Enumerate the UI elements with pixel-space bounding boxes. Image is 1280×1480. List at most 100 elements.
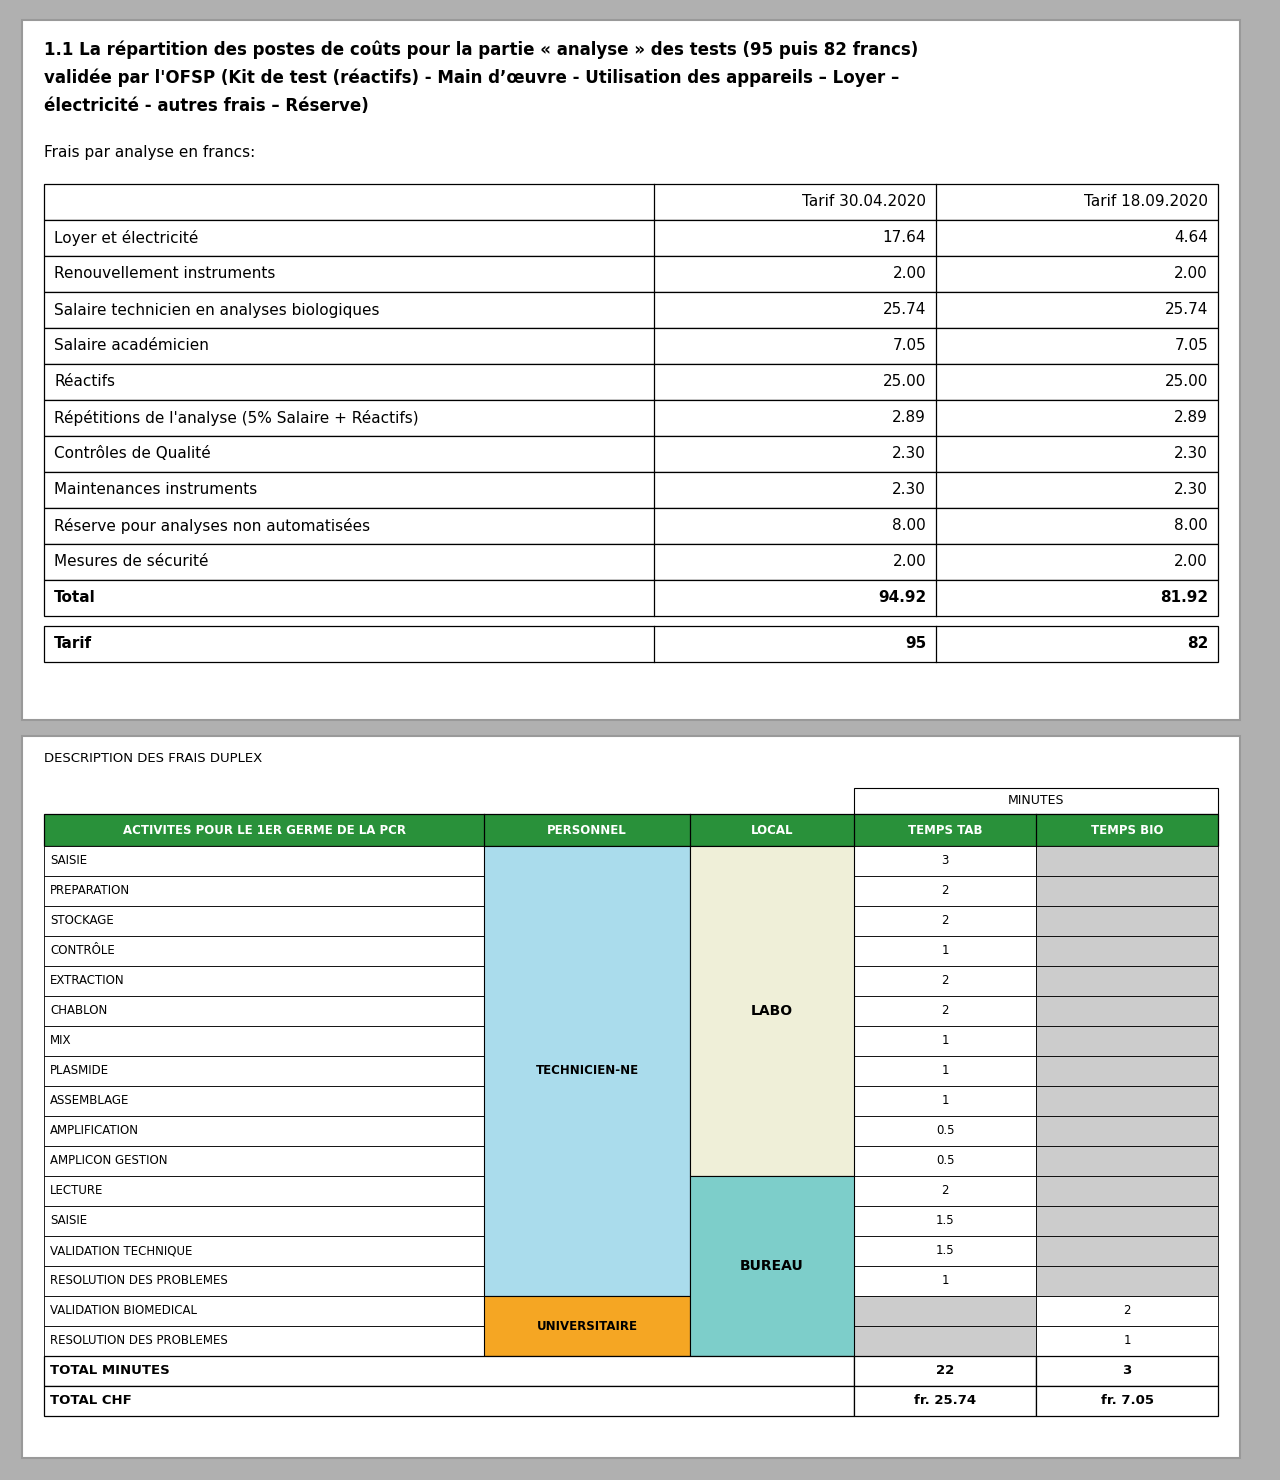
Text: 2.89: 2.89 bbox=[892, 410, 927, 426]
Text: Tarif: Tarif bbox=[54, 636, 92, 651]
Bar bbox=[1036, 1026, 1219, 1057]
Text: Répétitions de l'analyse (5% Salaire + Réactifs): Répétitions de l'analyse (5% Salaire + R… bbox=[54, 410, 419, 426]
Bar bbox=[854, 1146, 1036, 1177]
Text: TOTAL CHF: TOTAL CHF bbox=[50, 1394, 132, 1407]
Text: 2: 2 bbox=[941, 1184, 948, 1197]
Text: PERSONNEL: PERSONNEL bbox=[547, 823, 627, 836]
Bar bbox=[1036, 935, 1219, 966]
Text: 2.00: 2.00 bbox=[892, 555, 927, 570]
Bar bbox=[44, 1265, 484, 1296]
Bar bbox=[1036, 1296, 1219, 1326]
Text: MINUTES: MINUTES bbox=[1007, 795, 1064, 808]
Bar bbox=[44, 1385, 854, 1416]
Text: 94.92: 94.92 bbox=[878, 591, 927, 605]
Text: AMPLIFICATION: AMPLIFICATION bbox=[50, 1125, 140, 1138]
Bar bbox=[44, 364, 1219, 400]
Text: TEMPS BIO: TEMPS BIO bbox=[1091, 823, 1164, 836]
Bar bbox=[854, 1265, 1036, 1296]
Text: 25.74: 25.74 bbox=[883, 302, 927, 318]
Text: VALIDATION BIOMEDICAL: VALIDATION BIOMEDICAL bbox=[50, 1304, 197, 1317]
Text: 1: 1 bbox=[941, 944, 948, 958]
Bar bbox=[854, 966, 1036, 996]
Bar bbox=[44, 184, 1219, 221]
Bar bbox=[44, 400, 1219, 437]
Text: 8.00: 8.00 bbox=[892, 518, 927, 533]
Bar bbox=[1036, 847, 1219, 876]
Bar bbox=[44, 1057, 484, 1086]
Bar bbox=[854, 847, 1036, 876]
Bar bbox=[44, 1206, 484, 1236]
Text: 1.5: 1.5 bbox=[936, 1215, 955, 1227]
Bar bbox=[44, 545, 1219, 580]
Text: 3: 3 bbox=[1123, 1365, 1132, 1378]
Bar bbox=[854, 996, 1036, 1026]
Bar bbox=[854, 1057, 1036, 1086]
Bar bbox=[1036, 1086, 1219, 1116]
Text: PREPARATION: PREPARATION bbox=[50, 885, 131, 897]
Text: 25.00: 25.00 bbox=[1165, 374, 1208, 389]
Text: CONTRÔLE: CONTRÔLE bbox=[50, 944, 115, 958]
Text: 2.00: 2.00 bbox=[1174, 555, 1208, 570]
Bar bbox=[44, 1116, 484, 1146]
Bar bbox=[1036, 996, 1219, 1026]
Text: Tarif 18.09.2020: Tarif 18.09.2020 bbox=[1084, 194, 1208, 210]
Bar bbox=[1036, 1057, 1219, 1086]
Text: 1.1 La répartition des postes de coûts pour la partie « analyse » des tests (95 : 1.1 La répartition des postes de coûts p… bbox=[44, 41, 918, 59]
Bar bbox=[1036, 1385, 1219, 1416]
Text: Frais par analyse en francs:: Frais par analyse en francs: bbox=[44, 145, 255, 160]
Text: 0.5: 0.5 bbox=[936, 1154, 955, 1168]
Bar bbox=[44, 508, 1219, 545]
Text: 81.92: 81.92 bbox=[1160, 591, 1208, 605]
Text: Salaire académicien: Salaire académicien bbox=[54, 339, 209, 354]
Bar bbox=[44, 472, 1219, 508]
Bar bbox=[44, 1086, 484, 1116]
Bar bbox=[484, 847, 690, 1296]
Bar bbox=[854, 1026, 1036, 1057]
Text: 2.30: 2.30 bbox=[1174, 482, 1208, 497]
Bar bbox=[44, 847, 484, 876]
Text: 2.30: 2.30 bbox=[892, 447, 927, 462]
Text: 22: 22 bbox=[936, 1365, 954, 1378]
Text: ACTIVITES POUR LE 1ER GERME DE LA PCR: ACTIVITES POUR LE 1ER GERME DE LA PCR bbox=[123, 823, 406, 836]
Bar bbox=[854, 1086, 1036, 1116]
Bar bbox=[44, 1296, 484, 1326]
Bar bbox=[44, 935, 484, 966]
Bar bbox=[44, 1326, 484, 1356]
Bar bbox=[690, 847, 854, 1177]
Bar bbox=[44, 329, 1219, 364]
Bar bbox=[1036, 1265, 1219, 1296]
Text: Tarif 30.04.2020: Tarif 30.04.2020 bbox=[803, 194, 927, 210]
Text: 1: 1 bbox=[941, 1095, 948, 1107]
Text: 1: 1 bbox=[941, 1064, 948, 1077]
Text: AMPLICON GESTION: AMPLICON GESTION bbox=[50, 1154, 168, 1168]
Text: Renouvellement instruments: Renouvellement instruments bbox=[54, 266, 275, 281]
Bar bbox=[854, 906, 1036, 935]
Text: TECHNICIEN-NE: TECHNICIEN-NE bbox=[535, 1064, 639, 1077]
Text: électricité - autres frais – Réserve): électricité - autres frais – Réserve) bbox=[44, 98, 369, 115]
Text: 1.5: 1.5 bbox=[936, 1245, 955, 1258]
Bar bbox=[44, 996, 484, 1026]
Text: 2: 2 bbox=[941, 974, 948, 987]
Text: Maintenances instruments: Maintenances instruments bbox=[54, 482, 257, 497]
Text: 7.05: 7.05 bbox=[892, 339, 927, 354]
Bar bbox=[22, 21, 1240, 719]
Text: Loyer et électricité: Loyer et électricité bbox=[54, 229, 198, 246]
Bar bbox=[22, 736, 1240, 1458]
Text: DESCRIPTION DES FRAIS DUPLEX: DESCRIPTION DES FRAIS DUPLEX bbox=[44, 752, 262, 765]
Text: EXTRACTION: EXTRACTION bbox=[50, 974, 124, 987]
Bar bbox=[44, 966, 484, 996]
Text: 2.00: 2.00 bbox=[1174, 266, 1208, 281]
Bar bbox=[854, 1236, 1036, 1265]
Text: 3: 3 bbox=[941, 854, 948, 867]
Text: TEMPS TAB: TEMPS TAB bbox=[908, 823, 982, 836]
Text: STOCKAGE: STOCKAGE bbox=[50, 915, 114, 928]
Text: LABO: LABO bbox=[751, 1003, 792, 1018]
Bar bbox=[1036, 1326, 1219, 1356]
Bar bbox=[44, 292, 1219, 329]
Text: 2: 2 bbox=[941, 915, 948, 928]
Text: 17.64: 17.64 bbox=[883, 231, 927, 246]
Bar bbox=[44, 580, 1219, 616]
Text: 95: 95 bbox=[905, 636, 927, 651]
Text: CHABLON: CHABLON bbox=[50, 1005, 108, 1018]
Text: 8.00: 8.00 bbox=[1174, 518, 1208, 533]
